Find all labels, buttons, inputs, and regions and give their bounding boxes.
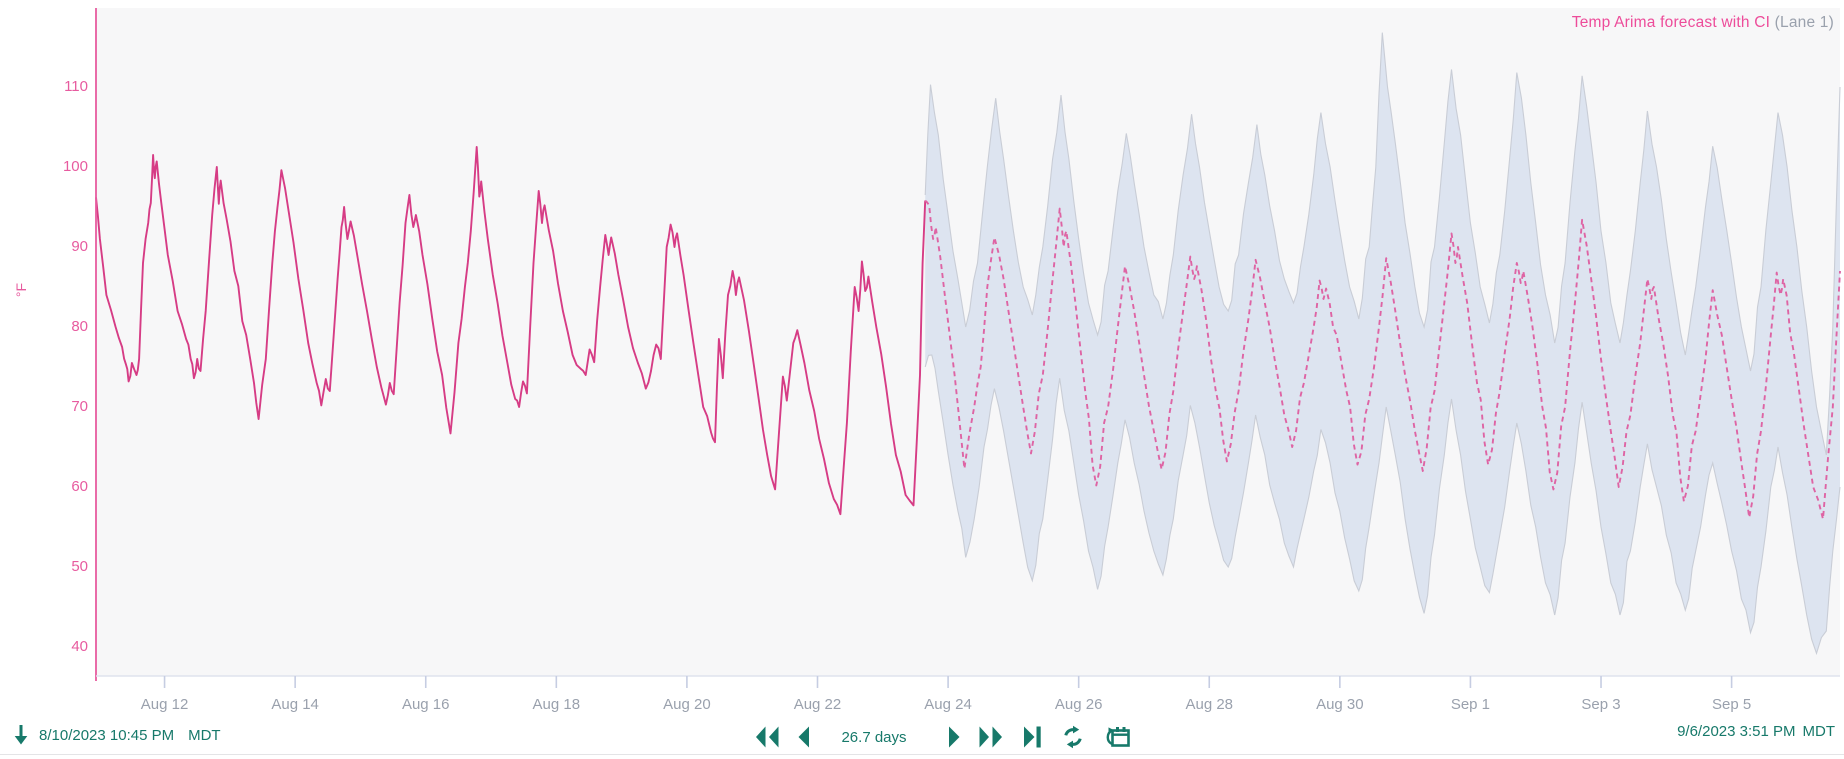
play-forward-icon — [949, 726, 960, 748]
ci-lower-edge — [924, 354, 1841, 656]
x-tick-label: Aug 14 — [271, 696, 319, 713]
confidence-band — [925, 32, 1840, 654]
fast-forward-button[interactable] — [975, 722, 1007, 752]
end-timestamp[interactable]: 9/6/2023 3:51 PM — [1677, 723, 1796, 740]
y-tick-label: 50 — [71, 558, 88, 575]
x-tick-label: Aug 30 — [1316, 696, 1364, 713]
end-time-group: 9/6/2023 3:51 PM MDT — [1677, 723, 1835, 740]
skip-to-end-button[interactable] — [1020, 722, 1046, 752]
step-back-icon — [798, 726, 809, 748]
skip-to-end-icon — [1024, 726, 1041, 748]
x-tick-label: Sep 3 — [1581, 696, 1621, 713]
y-tick-label: 70 — [71, 398, 88, 415]
chart-title-text: Temp Arima forecast with CI — [1571, 14, 1771, 31]
x-tick-label: Aug 26 — [1054, 696, 1103, 713]
observed-series-line — [95, 146, 927, 516]
start-time-group: 8/10/2023 10:45 PM MDT — [10, 723, 221, 747]
y-tick-label: 90 — [71, 238, 88, 255]
rewind-icon — [756, 726, 779, 748]
x-tick-label: Sep 5 — [1712, 696, 1752, 713]
playback-controls: 26.7 days — [751, 722, 1134, 752]
refresh-button[interactable] — [1059, 723, 1087, 751]
time-window-label[interactable]: 26.7 days — [841, 728, 907, 746]
x-tick-label: Aug 16 — [401, 696, 450, 713]
y-tick-label: 110 — [64, 78, 88, 95]
fast-forward-icon — [979, 726, 1002, 748]
download-arrow-icon[interactable] — [10, 723, 32, 747]
y-tick-label: 80 — [71, 318, 88, 335]
y-tick-label: 40 — [71, 638, 88, 655]
x-tick-label: Aug 20 — [663, 696, 711, 713]
rewind-button[interactable] — [751, 722, 783, 752]
x-tick-label: Aug 12 — [140, 696, 189, 713]
lane-label: (Lane 1) — [1774, 14, 1834, 31]
end-timezone: MDT — [1802, 723, 1836, 740]
play-forward-button[interactable] — [945, 722, 965, 752]
chart-title: Temp Arima forecast with CI (Lane 1) — [1572, 14, 1834, 32]
revert-time-range-button[interactable] — [1100, 722, 1134, 752]
x-tick-label: Aug 22 — [793, 696, 842, 713]
x-tick-label: Aug 28 — [1185, 696, 1234, 713]
y-axis-unit: °F — [13, 282, 30, 298]
refresh-icon — [1064, 725, 1082, 749]
start-timezone: MDT — [188, 726, 221, 744]
x-tick-label: Sep 1 — [1450, 696, 1491, 713]
start-timestamp[interactable]: 8/10/2023 10:45 PM — [39, 726, 175, 744]
x-tick-label: Aug 24 — [924, 696, 972, 713]
x-tick-label: Aug 18 — [532, 696, 581, 713]
ci-upper-edge — [924, 32, 1841, 456]
time-toolbar: 8/10/2023 10:45 PM MDT 26.7 days — [0, 719, 1844, 755]
revert-time-range-icon — [1106, 727, 1130, 747]
step-back-button[interactable] — [793, 722, 813, 752]
y-tick-label: 100 — [62, 158, 88, 175]
y-tick-label: 60 — [71, 478, 88, 495]
